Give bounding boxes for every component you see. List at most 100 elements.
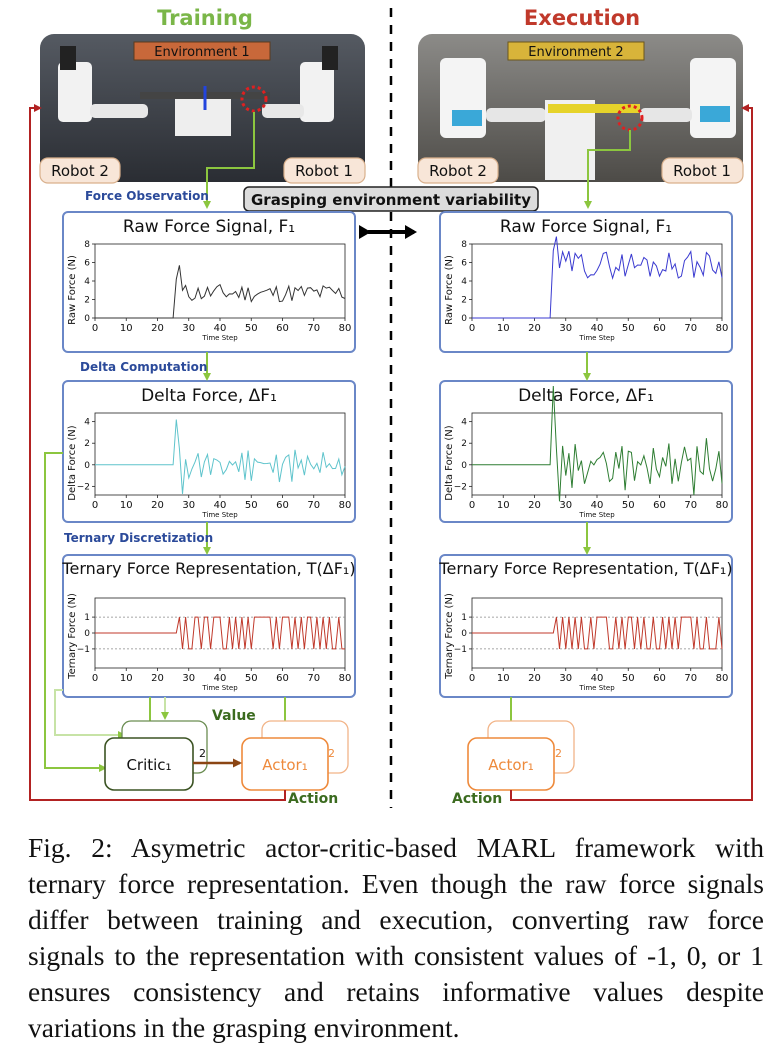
left-delta-x-axis-label: Time Step xyxy=(201,511,238,519)
left-ternary-x-tick-label: 10 xyxy=(120,673,133,684)
left-ternary-y-tick-label: 1 xyxy=(84,613,90,623)
right-delta-y-tick-label: −2 xyxy=(454,482,467,492)
right-robot-1-label: Robot 1 xyxy=(673,162,731,180)
left-ternary-signal-line xyxy=(95,616,345,650)
left-ternary-x-axis-label: Time Step xyxy=(201,684,238,692)
right-raw-x-tick-label: 40 xyxy=(591,323,604,334)
left-delta-signal-line xyxy=(95,419,346,494)
left-delta-x-tick-label: 0 xyxy=(92,500,98,511)
right-delta-x-axis-label: Time Step xyxy=(578,511,615,519)
left-delta-ylabel: Delta Force (N) xyxy=(67,425,78,500)
right-delta-x-tick-label: 50 xyxy=(622,500,635,511)
right-ternary-y-tick-label: −1 xyxy=(454,645,467,655)
variability-box xyxy=(243,186,539,212)
right-ternary-ylabel: Ternary Force (N) xyxy=(444,593,455,680)
left-ternary-x-tick-label: 0 xyxy=(92,673,98,684)
right-raw-title: Raw Force Signal, F₁ xyxy=(500,217,672,237)
left-delta-title: Delta Force, ΔF₁ xyxy=(141,386,277,406)
right-observation-connector xyxy=(584,130,631,209)
left-ternary-x-tick-label: 20 xyxy=(151,673,164,684)
right-raw-x-tick-label: 0 xyxy=(469,323,475,334)
actor-stack-number-right: 2 xyxy=(555,747,562,760)
left-raw-signal-line xyxy=(95,265,346,319)
left-ternary-ylabel: Ternary Force (N) xyxy=(67,593,78,680)
right-raw-x-axis-label: Time Step xyxy=(578,334,615,342)
right-delta-x-tick-label: 40 xyxy=(591,500,604,511)
actor-label-left: Actor₁ xyxy=(262,756,307,774)
delta-to-critic-connector xyxy=(44,452,107,772)
actor-stack-number-left: 2 xyxy=(328,747,335,760)
left-raw-x-tick-label: 10 xyxy=(120,323,133,334)
left-raw-y-tick-label: 0 xyxy=(84,314,90,324)
left-ternary-x-tick-label: 70 xyxy=(307,673,320,684)
left-raw-x-tick-label: 30 xyxy=(182,323,195,334)
left-ternary-y-tick-label: 0 xyxy=(84,629,90,639)
framework-diagram: Training Execution Environment 1 Robot 2… xyxy=(29,6,753,808)
right-raw-signal-line xyxy=(472,236,723,319)
left-delta-y-tick-label: 0 xyxy=(84,461,90,471)
environment-1-banner xyxy=(133,41,271,61)
left-delta-y-tick-label: 4 xyxy=(84,418,90,428)
right-delta-x-tick-label: 10 xyxy=(497,500,510,511)
left-robot-2-label: Robot 2 xyxy=(51,162,109,180)
left-raw-y-tick-label: 8 xyxy=(84,240,90,250)
caption-text: Asymetric actor-critic-based MARL framew… xyxy=(28,832,764,1043)
right-raw-y-tick-label: 0 xyxy=(461,314,467,324)
right-raw-x-tick-label: 10 xyxy=(497,323,510,334)
left-robot-1-box xyxy=(283,157,366,184)
execution-header: Execution xyxy=(524,6,640,30)
right-robot-2-label: Robot 2 xyxy=(429,162,487,180)
training-environment-image xyxy=(40,34,365,182)
left-raw-y-tick-label: 2 xyxy=(84,296,90,306)
caption-label: Fig. 2: xyxy=(28,832,113,863)
left-delta-y-tick-label: 2 xyxy=(84,439,90,449)
right-delta-x-tick-label: 30 xyxy=(559,500,572,511)
right-raw-y-tick-label: 6 xyxy=(461,259,467,269)
right-delta-x-tick-label: 0 xyxy=(469,500,475,511)
ternary-to-critic-connector-light xyxy=(54,689,126,739)
right-raw-x-tick-label: 20 xyxy=(528,323,541,334)
right-ternary-x-tick-label: 70 xyxy=(684,673,697,684)
environment-1-label: Environment 1 xyxy=(154,45,249,60)
left-raw-x-tick-label: 0 xyxy=(92,323,98,334)
right-ternary-x-tick-label: 20 xyxy=(528,673,541,684)
left-raw-x-tick-label: 80 xyxy=(339,323,352,334)
left-ternary-x-tick-label: 50 xyxy=(245,673,258,684)
right-ternary-x-tick-label: 40 xyxy=(591,673,604,684)
left-delta-x-tick-label: 80 xyxy=(339,500,352,511)
left-ternary-x-tick-label: 80 xyxy=(339,673,352,684)
right-ternary-x-tick-label: 30 xyxy=(559,673,572,684)
right-raw-y-tick-label: 2 xyxy=(461,296,467,306)
right-delta-signal-line xyxy=(472,385,723,502)
left-delta-x-tick-label: 40 xyxy=(214,500,227,511)
right-delta-y-tick-label: 0 xyxy=(461,461,467,471)
right-ternary-x-axis-label: Time Step xyxy=(578,684,615,692)
right-ternary-x-tick-label: 80 xyxy=(716,673,729,684)
left-raw-x-tick-label: 70 xyxy=(307,323,320,334)
right-ternary-x-tick-label: 10 xyxy=(497,673,510,684)
right-ternary-x-tick-label: 60 xyxy=(653,673,666,684)
delta-computation-label: Delta Computation xyxy=(80,360,207,374)
right-ternary-x-tick-label: 50 xyxy=(622,673,635,684)
left-raw-x-tick-label: 40 xyxy=(214,323,227,334)
ternary-discretization-label: Ternary Discretization xyxy=(64,531,213,545)
right-ternary-y-tick-label: 0 xyxy=(461,629,467,639)
environment-2-banner xyxy=(507,41,645,61)
left-raw-ylabel: Raw Force (N) xyxy=(67,255,78,325)
left-delta-panel xyxy=(62,380,356,523)
value-label: Value xyxy=(212,708,256,724)
left-raw-y-tick-label: 4 xyxy=(84,277,90,287)
left-observation-connector xyxy=(203,112,255,209)
right-action-feedback xyxy=(510,104,753,801)
right-delta-x-tick-label: 80 xyxy=(716,500,729,511)
left-action-label: Action xyxy=(288,791,338,807)
left-robot-2-box xyxy=(39,157,121,184)
right-delta-x-tick-label: 20 xyxy=(528,500,541,511)
left-raw-x-tick-label: 60 xyxy=(276,323,289,334)
left-delta-y-tick-label: −2 xyxy=(77,482,90,492)
right-ternary-title: Ternary Force Representation, T(ΔF₁) xyxy=(438,559,732,578)
left-delta-x-tick-label: 50 xyxy=(245,500,258,511)
left-delta-x-tick-label: 70 xyxy=(307,500,320,511)
right-ternary-panel xyxy=(439,554,733,698)
